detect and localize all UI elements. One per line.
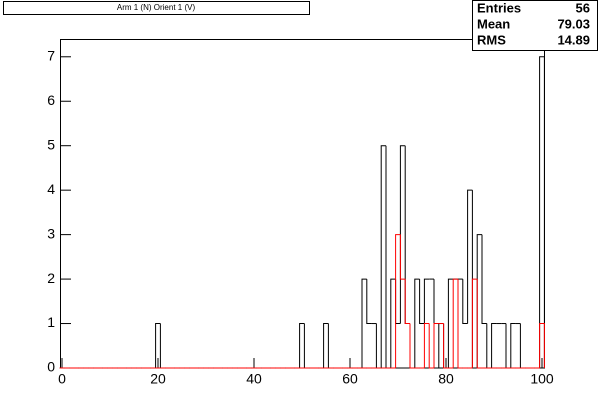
y-tick-label: 7 (47, 47, 55, 63)
stats-value: 14.89 (557, 32, 590, 47)
stats-label: Entries (477, 0, 521, 15)
y-tick-label: 5 (47, 136, 55, 152)
x-tick-label: 0 (58, 371, 66, 387)
y-tick-label: 1 (47, 314, 55, 330)
plot: 0 1 2 3 4 5 6 7 0 20 40 60 80 100 (47, 47, 554, 386)
stats: Entries 56 Mean 79.03 RMS 14.89 (477, 0, 590, 47)
y-tick-label: 6 (47, 92, 55, 108)
histogram-bin (361, 278, 367, 368)
histogram-bin (491, 323, 497, 368)
y-tick-label: 0 (47, 359, 55, 375)
histogram-bin (395, 234, 401, 368)
x-tick-label: 80 (438, 371, 454, 387)
histogram-bin (433, 323, 439, 368)
histogram-bin (476, 279, 482, 369)
histogram-bin (414, 278, 420, 368)
histogram-bin (539, 56, 545, 368)
stats-label: RMS (477, 32, 506, 47)
x-tick-label: 60 (342, 371, 358, 387)
stats-value: 56 (576, 0, 590, 15)
histogram-bin (423, 278, 430, 324)
histogram-bin (155, 323, 161, 368)
histogram-bin (471, 278, 478, 368)
histogram-bin (457, 279, 463, 369)
histogram-bin (404, 279, 410, 325)
histogram-bin (462, 279, 468, 325)
histogram-bin (419, 279, 425, 325)
y-tick-label: 2 (47, 270, 55, 286)
histogram-bin (366, 279, 372, 325)
histogram-bin (399, 234, 406, 280)
stats-value: 79.03 (557, 16, 590, 31)
histogram-bin (447, 278, 454, 368)
frame (60, 39, 545, 369)
title-box (3, 1, 310, 15)
stats-box (472, 0, 598, 51)
histogram-bin (539, 323, 545, 368)
y-tick-label: 4 (47, 181, 55, 197)
histogram-bin (323, 323, 329, 368)
histogram-bin (452, 278, 458, 368)
x-tick-label: 100 (530, 371, 554, 387)
stats-label: Mean (477, 16, 510, 31)
histogram-bin (423, 323, 430, 368)
histogram-bin (467, 189, 473, 324)
histogram-bin (481, 234, 487, 325)
histogram-bin (443, 323, 449, 369)
x-tick-label: 20 (150, 371, 166, 387)
histogram-bin (428, 323, 434, 369)
y-tick-label: 3 (47, 225, 55, 241)
histogram-bin (390, 278, 396, 368)
chart-title: Arm 1 (N) Orient 1 (V) (117, 3, 196, 12)
histogram-bin (510, 323, 516, 368)
histogram-bin (409, 323, 415, 369)
histogram-bin (380, 145, 386, 368)
x-tick-label: 40 (246, 371, 262, 387)
histogram-bin (299, 323, 305, 368)
